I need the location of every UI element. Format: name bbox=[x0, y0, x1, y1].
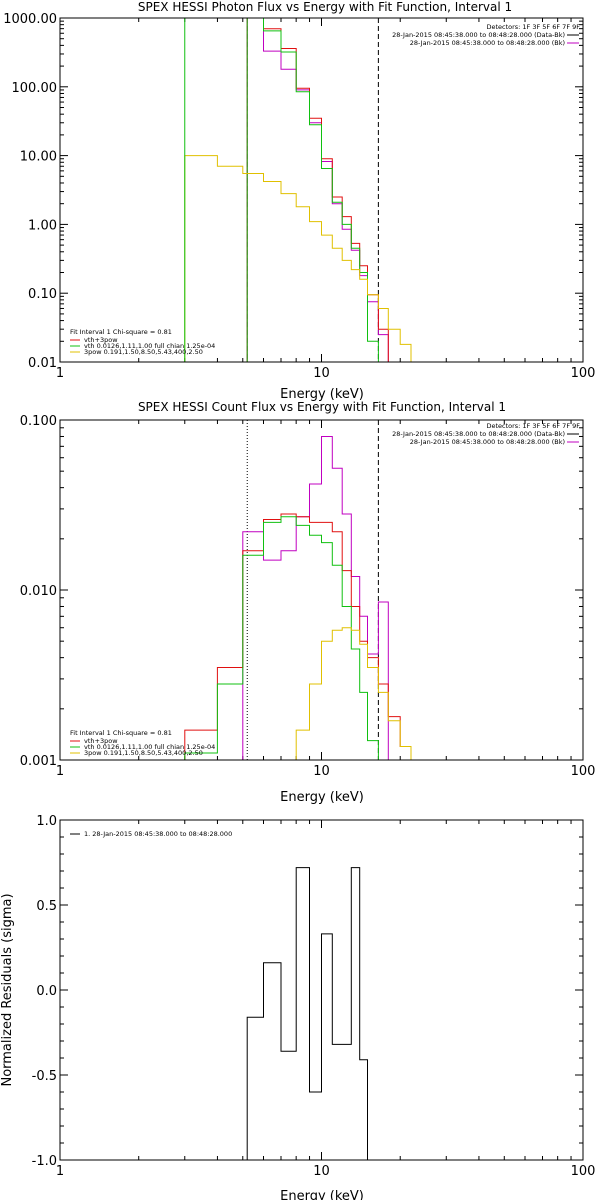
count-plot bbox=[184, 420, 412, 761]
photon-detectors-line2: 28-Jan-2015 08:45:38.000 to 08:48:28.000… bbox=[392, 31, 565, 39]
photon-detectors-line1: Detectors: 1F 3F 5F 6F 7F 9F bbox=[486, 23, 580, 31]
photon-xtick-label: 1 bbox=[56, 366, 64, 381]
count-xtick-label: 1 bbox=[56, 764, 64, 779]
count-ytick-label: 0.100 bbox=[20, 414, 57, 429]
photon-xtick-label: 10 bbox=[313, 366, 330, 381]
count-detectors-line2: 28-Jan-2015 08:45:38.000 to 08:48:28.000… bbox=[392, 430, 565, 438]
photon-ytick-label: 1000.00 bbox=[3, 12, 57, 27]
photon-ytick-label: 0.01 bbox=[28, 356, 57, 371]
count-legend-total: vth+3pow bbox=[84, 737, 118, 745]
photon-plot bbox=[184, 17, 412, 363]
resid-ytick-label: -0.5 bbox=[32, 1069, 57, 1084]
count-title: SPEX HESSI Count Flux vs Energy with Fit… bbox=[138, 400, 506, 414]
photon-series-data bbox=[246, 17, 411, 363]
resid-plot-frame bbox=[59, 819, 584, 1161]
resid-xlabel: Energy (keV) bbox=[280, 1189, 364, 1200]
photon-flux-panel: SPEX HESSI Photon Flux vs Energy with Fi… bbox=[3, 0, 595, 402]
photon-xlabel: Energy (keV) bbox=[280, 387, 364, 402]
resid-ytick-label: -1.0 bbox=[32, 1154, 57, 1169]
photon-ytick-label: 1.00 bbox=[28, 218, 57, 233]
photon-legend-total: vth+3pow bbox=[84, 336, 118, 344]
photon-detectors: Detectors: 1F 3F 5F 6F 7F 9F 28-Jan-2015… bbox=[392, 23, 580, 47]
photon-plot-frame bbox=[59, 17, 584, 363]
photon-series-vth bbox=[246, 17, 411, 363]
count-series-data bbox=[242, 436, 389, 760]
photon-legend: Fit Interval 1 Chi-square = 0.81 vth+3po… bbox=[70, 328, 215, 356]
count-xtick-label: 10 bbox=[313, 764, 330, 779]
resid-ylabel: Normalized Residuals (sigma) bbox=[0, 893, 15, 1086]
count-legend: Fit Interval 1 Chi-square = 0.81 vth+3po… bbox=[70, 729, 215, 757]
count-series-vth-3pow bbox=[184, 513, 412, 760]
resid-plot bbox=[246, 867, 368, 1160]
count-ytick-label: 0.010 bbox=[20, 584, 57, 599]
photon-ytick-label: 100.00 bbox=[12, 81, 58, 96]
count-xtick-label: 100 bbox=[571, 764, 596, 779]
photon-ticks: 1 10 100 0.01 0.10 1.00 10.00 100.00 1000.00 bbox=[3, 12, 595, 381]
resid-ytick-label: 0.5 bbox=[36, 899, 57, 914]
resid-xtick-label: 10 bbox=[313, 1164, 330, 1179]
photon-ytick-label: 10.00 bbox=[20, 150, 57, 165]
photon-title: SPEX HESSI Photon Flux vs Energy with Fi… bbox=[138, 0, 512, 14]
photon-legend-powerlaw: 3pow 0.191,1.50,8.50,5.43,400,2.50 bbox=[84, 348, 203, 356]
count-detectors-line1: Detectors: 1F 3F 5F 6F 7F 9F bbox=[486, 422, 580, 430]
photon-legend-header: Fit Interval 1 Chi-square = 0.81 bbox=[70, 328, 172, 336]
resid-legend-label: 1. 28-Jan-2015 08:45:38.000 to 08:48:28.… bbox=[84, 830, 232, 838]
resid-ytick-label: 1.0 bbox=[36, 814, 57, 829]
count-legend-header: Fit Interval 1 Chi-square = 0.81 bbox=[70, 729, 172, 737]
count-detectors: Detectors: 1F 3F 5F 6F 7F 9F 28-Jan-2015… bbox=[392, 422, 580, 446]
count-plot-frame bbox=[59, 419, 584, 761]
photon-legend-thermal: vth 0.0126,1.11,1.00 full chian 1.25e-04 bbox=[84, 342, 215, 350]
count-legend-thermal: vth 0.0126,1.11,1.00 full chian 1.25e-04 bbox=[84, 743, 215, 751]
count-series-vth bbox=[184, 516, 411, 761]
count-ticks: 1 10 100 0.001 0.010 0.100 bbox=[20, 414, 596, 779]
resid-xtick-label: 1 bbox=[56, 1164, 64, 1179]
photon-series-3pow bbox=[184, 155, 412, 362]
count-ytick-label: 0.001 bbox=[20, 754, 57, 769]
count-series-3pow bbox=[295, 627, 412, 760]
photon-series-vth-3pow bbox=[246, 17, 411, 363]
photon-ytick-label: 0.10 bbox=[28, 287, 57, 302]
photon-detectors-line3: 28-Jan-2015 08:45:38.000 to 08:48:28.000… bbox=[410, 39, 565, 47]
count-flux-panel: SPEX HESSI Count Flux vs Energy with Fit… bbox=[20, 400, 596, 805]
residuals-panel: 1 10 100 -1.0 -0.5 0.0 0.5 1.0 Energy (keV) Nor… bbox=[0, 814, 595, 1200]
count-detectors-line3: 28-Jan-2015 08:45:38.000 to 08:48:28.000… bbox=[410, 438, 565, 446]
resid-ytick-label: 0.0 bbox=[36, 984, 57, 999]
resid-series-1-28-jan-2015-08-45-38-000-to-08-48-28-000 bbox=[246, 867, 368, 1160]
count-xlabel: Energy (keV) bbox=[280, 790, 364, 805]
resid-ticks: 1 10 100 -1.0 -0.5 0.0 0.5 1.0 bbox=[32, 814, 596, 1179]
photon-xtick-label: 100 bbox=[571, 366, 596, 381]
resid-xtick-label: 100 bbox=[571, 1164, 596, 1179]
resid-legend: 1. 28-Jan-2015 08:45:38.000 to 08:48:28.… bbox=[70, 830, 232, 838]
count-legend-powerlaw: 3pow 0.191,1.50,8.50,5.43,400,2.50 bbox=[84, 749, 203, 757]
